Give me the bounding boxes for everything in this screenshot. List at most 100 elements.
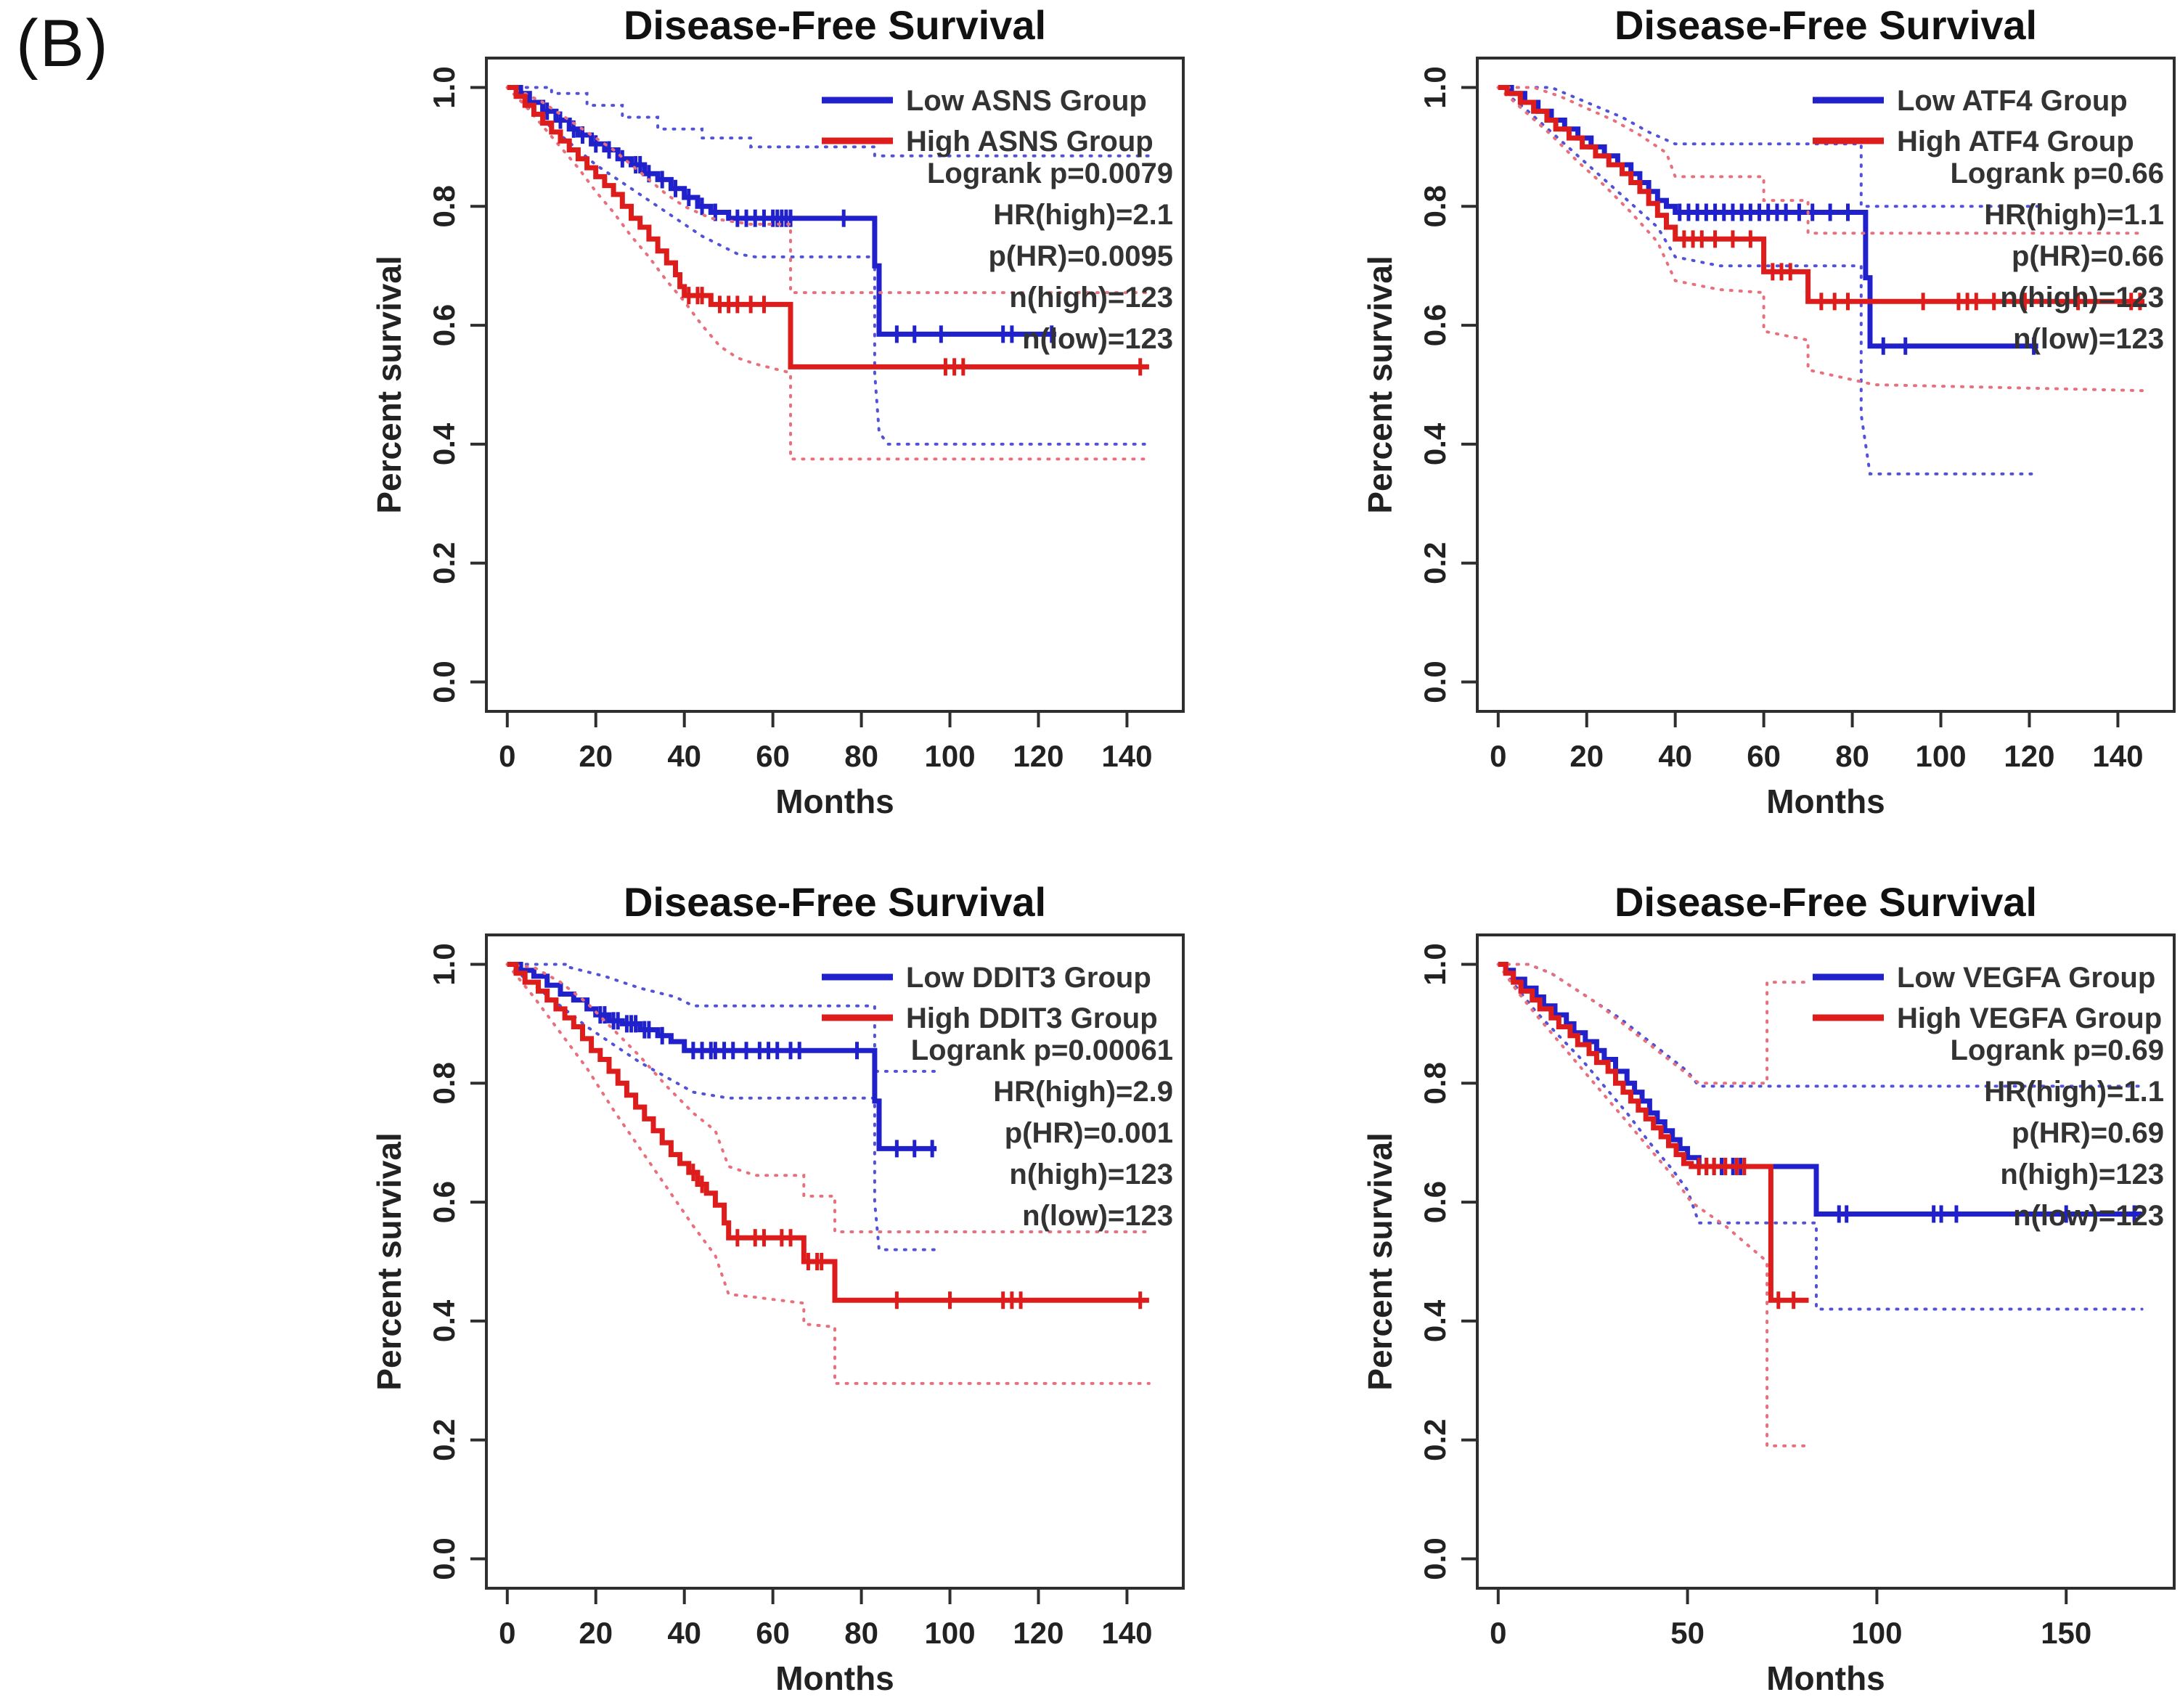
y-axis-label: Percent survival [370, 1132, 408, 1390]
low-confidence-upper [1496, 86, 2040, 208]
x-axis-tick-label: 150 [2041, 1616, 2091, 1650]
y-axis-tick-label: 0.2 [427, 542, 461, 584]
x-axis-tick-label: 80 [1835, 739, 1869, 773]
y-axis-label: Percent survival [1361, 256, 1399, 513]
y-axis-tick-label: 0.2 [1418, 542, 1452, 584]
y-axis-tick-label: 0.4 [1418, 422, 1452, 465]
stats-line: n(high)=123 [1009, 282, 1173, 314]
x-axis-label: Months [775, 1659, 894, 1697]
stats-line: p(HR)=0.69 [2012, 1117, 2164, 1149]
stats-line: Logrank p=0.00061 [911, 1034, 1173, 1066]
legend-low-label: Low DDIT3 Group [906, 962, 1151, 994]
legend-high-label: High ATF4 Group [1897, 126, 2134, 158]
high-confidence-upper [505, 86, 1151, 295]
y-axis-tick-label: 0.6 [427, 1181, 461, 1223]
km-panel-asns: Disease-Free Survival 0 20 40 60 80 100 120 140 M… [341, 0, 1241, 831]
y-axis-tick-label: 0.4 [1418, 1299, 1452, 1342]
km-panel-ddit3: Disease-Free Survival 0 20 40 60 80 100 120 140 M… [341, 877, 1241, 1708]
y-axis-tick-label: 0.4 [427, 1299, 461, 1342]
low-confidence-lower [505, 963, 939, 1251]
x-axis-label: Months [1766, 1659, 1885, 1697]
x-axis-tick-label: 40 [1658, 739, 1692, 773]
plot-box [1476, 57, 2176, 713]
low-survival-curve [1498, 962, 2142, 1217]
stats-line: n(low)=123 [2013, 323, 2164, 355]
y-axis-tick-label: 1.0 [427, 66, 461, 108]
chart-title: Disease-Free Survival [624, 879, 1046, 925]
low-confidence-lower [1496, 963, 2144, 1311]
x-axis-tick-label: 0 [499, 739, 515, 773]
x-axis-label: Months [1766, 783, 1885, 820]
y-axis-tick-label: 0.8 [1418, 1062, 1452, 1104]
stats-line: HR(high)=1.1 [1984, 1076, 2164, 1108]
y-axis-tick-label: 0.0 [427, 661, 461, 703]
x-axis-tick-label: 100 [924, 1616, 975, 1650]
x-axis-tick-label: 20 [579, 1616, 613, 1650]
x-axis-label: Months [775, 783, 894, 820]
y-axis-tick-label: 0.6 [1418, 304, 1452, 346]
legend-low-label: Low VEGFA Group [1897, 962, 2155, 994]
x-axis-tick-label: 80 [844, 1616, 878, 1650]
y-axis-tick-label: 0.4 [427, 422, 461, 465]
plot-box [485, 933, 1185, 1590]
high-confidence-lower [505, 963, 1151, 1385]
km-chart-ddit3: Disease-Free Survival 0 20 40 60 80 100 120 140 M… [370, 879, 1185, 1697]
high-confidence-lower [505, 86, 1151, 461]
legend-high-label: High DDIT3 Group [906, 1002, 1158, 1034]
plot-box [1476, 933, 2176, 1590]
x-axis-tick-label: 50 [1670, 1616, 1705, 1650]
y-axis-tick-label: 0.2 [427, 1419, 461, 1461]
low-confidence-upper [505, 86, 1151, 158]
legend-high-label: High VEGFA Group [1897, 1002, 2162, 1034]
x-axis-tick-label: 0 [499, 1616, 515, 1650]
y-axis-tick-label: 1.0 [1418, 66, 1452, 108]
stats-line: Logrank p=0.69 [1950, 1034, 2164, 1066]
chart-title: Disease-Free Survival [1614, 879, 2037, 925]
high-survival-curve [1498, 85, 2144, 304]
y-axis-tick-label: 0.0 [427, 1537, 461, 1580]
x-axis-tick-label: 60 [756, 1616, 790, 1650]
y-axis-tick-label: 0.6 [427, 304, 461, 346]
stats-line: Logrank p=0.0079 [927, 158, 1173, 189]
legend-low-label: Low ASNS Group [906, 85, 1147, 117]
km-panel-atf4: Disease-Free Survival 0 20 40 60 80 100 120 140 M… [1332, 0, 2180, 831]
high-survival-curve [1498, 962, 1809, 1303]
stats-line: n(high)=123 [2000, 282, 2164, 314]
x-axis-tick-label: 120 [1013, 1616, 1064, 1650]
km-chart-vegfa: Disease-Free Survival 0 50 100 150 Months 0.0 0… [1361, 879, 2176, 1697]
high-confidence-upper [505, 963, 1151, 1233]
high-confidence-lower [1496, 86, 2146, 393]
high-confidence-lower [1496, 963, 1810, 1447]
x-axis-tick-label: 20 [579, 739, 613, 773]
y-axis-tick-label: 1.0 [427, 943, 461, 985]
x-axis-tick-label: 120 [2004, 739, 2054, 773]
km-panel-vegfa: Disease-Free Survival 0 50 100 150 Months 0.0 0… [1332, 877, 2180, 1708]
x-axis-tick-label: 120 [1013, 739, 1064, 773]
chart-title: Disease-Free Survival [624, 2, 1046, 48]
x-axis-tick-label: 40 [667, 739, 701, 773]
x-axis-tick-label: 40 [667, 1616, 701, 1650]
plot-box [485, 57, 1185, 713]
stats-line: p(HR)=0.66 [2012, 240, 2164, 272]
stats-line: n(low)=123 [2013, 1200, 2164, 1232]
low-survival-curve [507, 962, 937, 1151]
stats-line: n(high)=123 [2000, 1159, 2164, 1190]
x-axis-tick-label: 100 [1851, 1616, 1902, 1650]
stats-line: HR(high)=1.1 [1984, 199, 2164, 231]
x-axis-tick-label: 100 [1915, 739, 1966, 773]
y-axis-tick-label: 0.6 [1418, 1181, 1452, 1223]
y-axis-tick-label: 0.8 [427, 1062, 461, 1104]
x-axis-tick-label: 80 [844, 739, 878, 773]
x-axis-tick-label: 0 [1490, 739, 1506, 773]
stats-line: p(HR)=0.001 [1005, 1117, 1173, 1149]
x-axis-tick-label: 60 [1747, 739, 1781, 773]
high-survival-curve [507, 962, 1149, 1303]
chart-title: Disease-Free Survival [1614, 2, 2037, 48]
stats-line: p(HR)=0.0095 [988, 240, 1173, 272]
stats-line: HR(high)=2.1 [993, 199, 1173, 231]
low-survival-curve [507, 85, 1056, 337]
stats-line: n(low)=123 [1022, 1200, 1173, 1232]
y-axis-label: Percent survival [1361, 1132, 1399, 1390]
y-axis-tick-label: 0.2 [1418, 1419, 1452, 1461]
km-chart-atf4: Disease-Free Survival 0 20 40 60 80 100 120 140 M… [1361, 2, 2176, 820]
